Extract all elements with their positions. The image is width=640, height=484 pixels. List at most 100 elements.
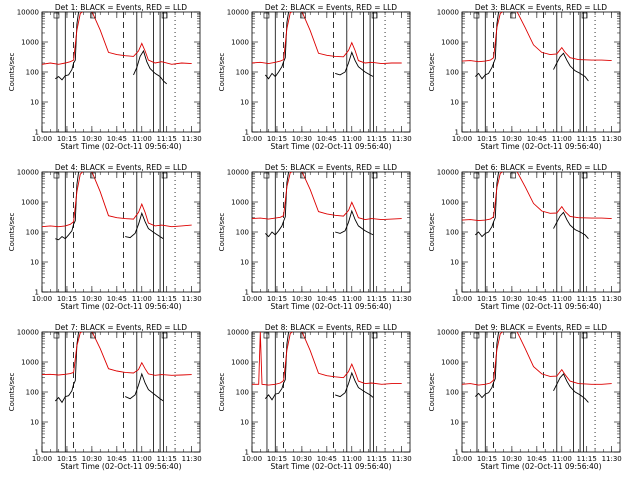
y-tick-label: 100 (26, 69, 39, 77)
flag-box (161, 12, 168, 19)
series-trace (335, 51, 374, 78)
x-tick-label: 11:00 (342, 295, 362, 303)
data-layer (252, 12, 402, 132)
y-tick-label: 1 (455, 129, 459, 137)
y-tick-label: 10000 (227, 169, 249, 177)
x-tick-label: 10:30 (82, 455, 102, 463)
x-tick-label: 10:15 (267, 135, 287, 143)
series-events (474, 12, 500, 80)
x-tick-label: 10:15 (477, 455, 497, 463)
y-tick-label: 10 (30, 419, 39, 427)
y-axis-label: Counts/sec (428, 53, 436, 92)
flag-box (371, 332, 378, 339)
series-events (475, 172, 500, 238)
data-layer (252, 332, 402, 452)
y-tick-label: 10000 (17, 329, 39, 337)
flag-box (581, 12, 588, 19)
y-axis-label: Counts/sec (8, 53, 16, 92)
y-tick-label: 10000 (437, 9, 459, 17)
x-tick-label: 11:30 (602, 295, 622, 303)
y-tick-label: 10000 (437, 329, 459, 337)
x-tick-label: 10:30 (502, 455, 522, 463)
y-tick-label: 10 (450, 99, 459, 107)
y-tick-label: 100 (446, 229, 459, 237)
y-tick-label: 10000 (227, 329, 249, 337)
x-axis-label: Start Time (02-Oct-11 09:56:40) (480, 302, 601, 311)
panel-det-1: 1 10 100 1000 10000 10:00 10:15 10:30 10:45 11:00… (8, 3, 202, 151)
panel-title: Det 6: BLACK = Events, RED = LLD (475, 163, 607, 172)
x-tick-label: 10:00 (242, 295, 262, 303)
series-lld (252, 12, 402, 65)
plot-frame (41, 11, 201, 133)
series-lld (462, 12, 612, 63)
x-tick-label: 10:00 (32, 135, 52, 143)
y-tick-label: 100 (446, 69, 459, 77)
flag-box (473, 12, 480, 19)
x-axis-label: Start Time (02-Oct-11 09:56:40) (270, 462, 391, 471)
series-trace (335, 371, 374, 398)
plot-frame (461, 331, 621, 453)
series-lld (42, 12, 192, 65)
x-tick-label: 10:45 (317, 295, 337, 303)
series-lld (462, 332, 612, 386)
flag-box (263, 332, 270, 339)
data-layer (42, 332, 192, 452)
panel-title: Det 1: BLACK = Events, RED = LLD (55, 3, 187, 12)
x-tick-label: 10:15 (267, 455, 287, 463)
series-events (54, 332, 80, 404)
data-layer (252, 172, 402, 292)
x-tick-label: 11:15 (577, 135, 597, 143)
x-tick-label: 11:00 (552, 455, 572, 463)
y-tick-label: 1000 (231, 39, 249, 47)
panel-title: Det 4: BLACK = Events, RED = LLD (55, 163, 187, 172)
x-tick-label: 10:15 (477, 295, 497, 303)
x-tick-label: 11:15 (367, 135, 387, 143)
x-tick-label: 11:00 (342, 455, 362, 463)
x-axis-label: Start Time (02-Oct-11 09:56:40) (480, 142, 601, 151)
x-tick-label: 11:15 (367, 455, 387, 463)
flag-box (581, 332, 588, 339)
series-events (264, 172, 290, 238)
y-axis-label: Counts/sec (8, 373, 16, 412)
data-layer (462, 172, 612, 292)
x-tick-label: 11:00 (132, 135, 152, 143)
x-tick-label: 10:00 (32, 455, 52, 463)
x-tick-label: 10:30 (502, 295, 522, 303)
y-tick-label: 100 (446, 389, 459, 397)
panel-det-9: 1 10 100 1000 10000 10:00 10:15 10:30 10:45 11:00… (428, 323, 622, 471)
panel-title: Det 3: BLACK = Events, RED = LLD (475, 3, 607, 12)
x-axis-label: Start Time (02-Oct-11 09:56:40) (270, 302, 391, 311)
x-tick-label: 11:00 (132, 295, 152, 303)
panel-det-7: 1 10 100 1000 10000 10:00 10:15 10:30 10:45 11:00… (8, 323, 202, 471)
data-layer (42, 12, 192, 132)
x-tick-label: 11:30 (392, 295, 412, 303)
plot-frame (461, 171, 621, 293)
y-tick-label: 10 (240, 259, 249, 267)
series-lld (42, 172, 192, 228)
x-tick-label: 10:45 (317, 455, 337, 463)
panel-title: Det 9: BLACK = Events, RED = LLD (475, 323, 607, 332)
series-trace (133, 49, 167, 85)
flag-box (300, 172, 306, 179)
series-trace (553, 373, 589, 403)
plot-frame (41, 331, 201, 453)
flag-box (581, 172, 588, 179)
flag-box (53, 332, 60, 339)
panel-det-6: 1 10 100 1000 10000 10:00 10:15 10:30 10:45 11:00… (428, 163, 622, 311)
x-tick-label: 11:15 (157, 295, 177, 303)
y-tick-label: 10 (30, 259, 39, 267)
x-tick-label: 11:15 (157, 135, 177, 143)
flag-box (161, 332, 168, 339)
flag-box (473, 172, 480, 179)
flag-box (90, 332, 96, 339)
flag-box (473, 332, 480, 339)
y-tick-label: 1000 (21, 39, 39, 47)
panel-det-4: 1 10 100 1000 10000 10:00 10:15 10:30 10:45 11:00… (8, 163, 202, 311)
y-tick-label: 1 (35, 129, 39, 137)
x-tick-label: 10:45 (527, 455, 547, 463)
x-tick-label: 10:15 (477, 135, 497, 143)
flag-box (161, 172, 168, 179)
plot-frame (251, 331, 411, 453)
x-tick-label: 10:00 (32, 295, 52, 303)
x-tick-label: 10:30 (82, 135, 102, 143)
